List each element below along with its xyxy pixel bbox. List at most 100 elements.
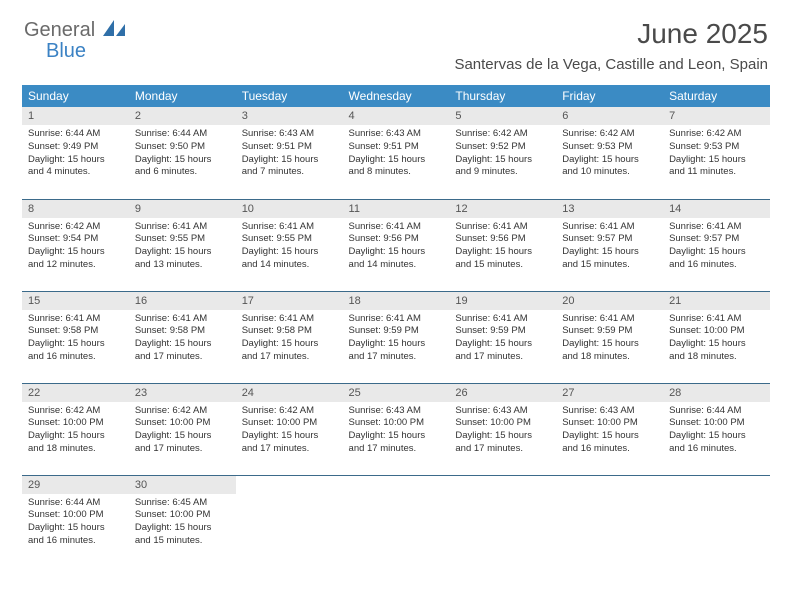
calendar-cell-empty <box>556 475 663 567</box>
sunrise-line: Sunrise: 6:41 AM <box>242 221 337 234</box>
day-number: 8 <box>22 200 129 218</box>
calendar-row: 22Sunrise: 6:42 AMSunset: 10:00 PMDaylig… <box>22 383 770 475</box>
sunrise-line: Sunrise: 6:42 AM <box>28 221 123 234</box>
sunrise-line: Sunrise: 6:41 AM <box>349 313 444 326</box>
logo-text-blue: Blue <box>46 40 86 63</box>
sunrise-line: Sunrise: 6:41 AM <box>562 221 657 234</box>
day-number: 27 <box>556 384 663 402</box>
sunset-line: Sunset: 9:58 PM <box>242 325 337 338</box>
day-body: Sunrise: 6:42 AMSunset: 10:00 PMDaylight… <box>236 402 343 459</box>
daylight-line: Daylight: 15 hours and 16 minutes. <box>28 522 123 548</box>
daylight-line: Daylight: 15 hours and 18 minutes. <box>669 338 764 364</box>
day-body: Sunrise: 6:41 AMSunset: 9:57 PMDaylight:… <box>556 218 663 275</box>
calendar-cell: 15Sunrise: 6:41 AMSunset: 9:58 PMDayligh… <box>22 291 129 383</box>
sunset-line: Sunset: 9:59 PM <box>455 325 550 338</box>
calendar-row: 29Sunrise: 6:44 AMSunset: 10:00 PMDaylig… <box>22 475 770 567</box>
daylight-line: Daylight: 15 hours and 18 minutes. <box>562 338 657 364</box>
day-body: Sunrise: 6:41 AMSunset: 9:58 PMDaylight:… <box>22 310 129 367</box>
sunset-line: Sunset: 9:54 PM <box>28 233 123 246</box>
weekday-header-row: Sunday Monday Tuesday Wednesday Thursday… <box>22 85 770 107</box>
weekday-header: Wednesday <box>343 85 450 107</box>
daylight-line: Daylight: 15 hours and 6 minutes. <box>135 154 230 180</box>
sunrise-line: Sunrise: 6:43 AM <box>349 405 444 418</box>
daylight-line: Daylight: 15 hours and 4 minutes. <box>28 154 123 180</box>
sunrise-line: Sunrise: 6:41 AM <box>455 221 550 234</box>
day-number: 28 <box>663 384 770 402</box>
day-number: 11 <box>343 200 450 218</box>
calendar-cell: 28Sunrise: 6:44 AMSunset: 10:00 PMDaylig… <box>663 383 770 475</box>
title-block: June 2025 Santervas de la Vega, Castille… <box>454 18 768 73</box>
calendar-cell: 26Sunrise: 6:43 AMSunset: 10:00 PMDaylig… <box>449 383 556 475</box>
sunset-line: Sunset: 10:00 PM <box>349 417 444 430</box>
daylight-line: Daylight: 15 hours and 8 minutes. <box>349 154 444 180</box>
day-body: Sunrise: 6:41 AMSunset: 9:59 PMDaylight:… <box>343 310 450 367</box>
daylight-line: Daylight: 15 hours and 10 minutes. <box>562 154 657 180</box>
calendar-cell: 11Sunrise: 6:41 AMSunset: 9:56 PMDayligh… <box>343 199 450 291</box>
sunrise-line: Sunrise: 6:41 AM <box>135 221 230 234</box>
daylight-line: Daylight: 15 hours and 15 minutes. <box>562 246 657 272</box>
sunrise-line: Sunrise: 6:43 AM <box>455 405 550 418</box>
day-body: Sunrise: 6:45 AMSunset: 10:00 PMDaylight… <box>129 494 236 551</box>
sunrise-line: Sunrise: 6:41 AM <box>455 313 550 326</box>
calendar-cell: 3Sunrise: 6:43 AMSunset: 9:51 PMDaylight… <box>236 107 343 199</box>
day-number: 24 <box>236 384 343 402</box>
sail-icon <box>101 18 127 43</box>
calendar-row: 8Sunrise: 6:42 AMSunset: 9:54 PMDaylight… <box>22 199 770 291</box>
day-number: 18 <box>343 292 450 310</box>
logo-text-general: General <box>24 19 95 42</box>
day-body: Sunrise: 6:42 AMSunset: 9:53 PMDaylight:… <box>556 125 663 182</box>
daylight-line: Daylight: 15 hours and 9 minutes. <box>455 154 550 180</box>
daylight-line: Daylight: 15 hours and 17 minutes. <box>455 430 550 456</box>
calendar-cell: 18Sunrise: 6:41 AMSunset: 9:59 PMDayligh… <box>343 291 450 383</box>
daylight-line: Daylight: 15 hours and 15 minutes. <box>455 246 550 272</box>
day-body: Sunrise: 6:43 AMSunset: 9:51 PMDaylight:… <box>343 125 450 182</box>
calendar-cell: 30Sunrise: 6:45 AMSunset: 10:00 PMDaylig… <box>129 475 236 567</box>
calendar-cell-empty <box>449 475 556 567</box>
daylight-line: Daylight: 15 hours and 17 minutes. <box>349 338 444 364</box>
weekday-header: Monday <box>129 85 236 107</box>
sunrise-line: Sunrise: 6:41 AM <box>135 313 230 326</box>
day-body: Sunrise: 6:43 AMSunset: 10:00 PMDaylight… <box>343 402 450 459</box>
daylight-line: Daylight: 15 hours and 17 minutes. <box>135 430 230 456</box>
calendar-cell: 21Sunrise: 6:41 AMSunset: 10:00 PMDaylig… <box>663 291 770 383</box>
day-body: Sunrise: 6:41 AMSunset: 9:55 PMDaylight:… <box>129 218 236 275</box>
daylight-line: Daylight: 15 hours and 15 minutes. <box>135 522 230 548</box>
weekday-header: Sunday <box>22 85 129 107</box>
day-body: Sunrise: 6:42 AMSunset: 10:00 PMDaylight… <box>22 402 129 459</box>
daylight-line: Daylight: 15 hours and 17 minutes. <box>349 430 444 456</box>
sunrise-line: Sunrise: 6:41 AM <box>669 221 764 234</box>
daylight-line: Daylight: 15 hours and 11 minutes. <box>669 154 764 180</box>
sunrise-line: Sunrise: 6:43 AM <box>562 405 657 418</box>
weekday-header: Saturday <box>663 85 770 107</box>
day-number: 1 <box>22 107 129 125</box>
sunrise-line: Sunrise: 6:44 AM <box>669 405 764 418</box>
calendar-cell: 12Sunrise: 6:41 AMSunset: 9:56 PMDayligh… <box>449 199 556 291</box>
calendar-table: Sunday Monday Tuesday Wednesday Thursday… <box>22 85 770 567</box>
day-number: 16 <box>129 292 236 310</box>
calendar-cell: 25Sunrise: 6:43 AMSunset: 10:00 PMDaylig… <box>343 383 450 475</box>
sunrise-line: Sunrise: 6:42 AM <box>455 128 550 141</box>
calendar-row: 1Sunrise: 6:44 AMSunset: 9:49 PMDaylight… <box>22 107 770 199</box>
day-number: 9 <box>129 200 236 218</box>
daylight-line: Daylight: 15 hours and 17 minutes. <box>135 338 230 364</box>
calendar-cell: 5Sunrise: 6:42 AMSunset: 9:52 PMDaylight… <box>449 107 556 199</box>
day-body: Sunrise: 6:43 AMSunset: 10:00 PMDaylight… <box>449 402 556 459</box>
sunset-line: Sunset: 10:00 PM <box>28 509 123 522</box>
sunset-line: Sunset: 9:59 PM <box>349 325 444 338</box>
day-body: Sunrise: 6:42 AMSunset: 10:00 PMDaylight… <box>129 402 236 459</box>
day-number: 17 <box>236 292 343 310</box>
calendar-cell: 23Sunrise: 6:42 AMSunset: 10:00 PMDaylig… <box>129 383 236 475</box>
day-body: Sunrise: 6:43 AMSunset: 10:00 PMDaylight… <box>556 402 663 459</box>
sunset-line: Sunset: 9:57 PM <box>669 233 764 246</box>
sunrise-line: Sunrise: 6:42 AM <box>669 128 764 141</box>
day-number: 20 <box>556 292 663 310</box>
sunrise-line: Sunrise: 6:44 AM <box>28 128 123 141</box>
calendar-cell-empty <box>343 475 450 567</box>
day-body: Sunrise: 6:41 AMSunset: 9:56 PMDaylight:… <box>343 218 450 275</box>
day-body: Sunrise: 6:42 AMSunset: 9:54 PMDaylight:… <box>22 218 129 275</box>
day-body: Sunrise: 6:41 AMSunset: 9:57 PMDaylight:… <box>663 218 770 275</box>
daylight-line: Daylight: 15 hours and 16 minutes. <box>562 430 657 456</box>
sunset-line: Sunset: 9:51 PM <box>349 141 444 154</box>
calendar-row: 15Sunrise: 6:41 AMSunset: 9:58 PMDayligh… <box>22 291 770 383</box>
calendar-cell-empty <box>236 475 343 567</box>
